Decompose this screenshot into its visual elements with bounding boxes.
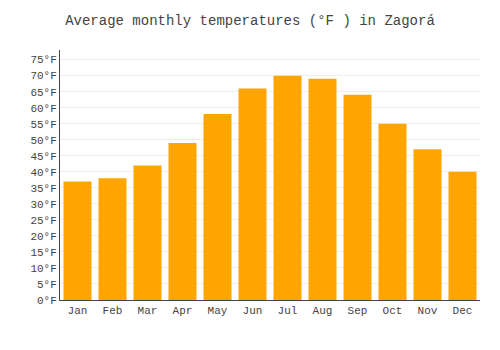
svg-text:Jun: Jun	[243, 305, 263, 317]
svg-text:20°F: 20°F	[30, 231, 56, 243]
svg-text:60°F: 60°F	[30, 103, 56, 115]
svg-text:25°F: 25°F	[30, 215, 56, 227]
svg-text:Dec: Dec	[453, 305, 473, 317]
svg-text:Nov: Nov	[418, 305, 438, 317]
svg-text:May: May	[208, 305, 228, 317]
svg-text:55°F: 55°F	[30, 119, 56, 131]
svg-text:Jan: Jan	[68, 305, 88, 317]
svg-text:50°F: 50°F	[30, 135, 56, 147]
svg-text:30°F: 30°F	[30, 199, 56, 211]
svg-text:Mar: Mar	[138, 305, 158, 317]
svg-text:0°F: 0°F	[37, 295, 57, 307]
svg-text:Aug: Aug	[313, 305, 333, 317]
svg-text:75°F: 75°F	[30, 54, 56, 66]
svg-text:70°F: 70°F	[30, 70, 56, 82]
svg-text:Oct: Oct	[383, 305, 403, 317]
svg-text:5°F: 5°F	[37, 279, 57, 291]
svg-text:15°F: 15°F	[30, 247, 56, 259]
svg-text:Jul: Jul	[278, 305, 298, 317]
svg-text:Feb: Feb	[103, 305, 123, 317]
svg-text:45°F: 45°F	[30, 151, 56, 163]
svg-text:10°F: 10°F	[30, 263, 56, 275]
svg-text:35°F: 35°F	[30, 183, 56, 195]
svg-text:Apr: Apr	[173, 305, 193, 317]
svg-text:40°F: 40°F	[30, 167, 56, 179]
svg-text:Sep: Sep	[348, 305, 368, 317]
svg-text:Average monthly temperatures (: Average monthly temperatures (°F ) in Za…	[65, 13, 435, 29]
svg-text:65°F: 65°F	[30, 87, 56, 99]
